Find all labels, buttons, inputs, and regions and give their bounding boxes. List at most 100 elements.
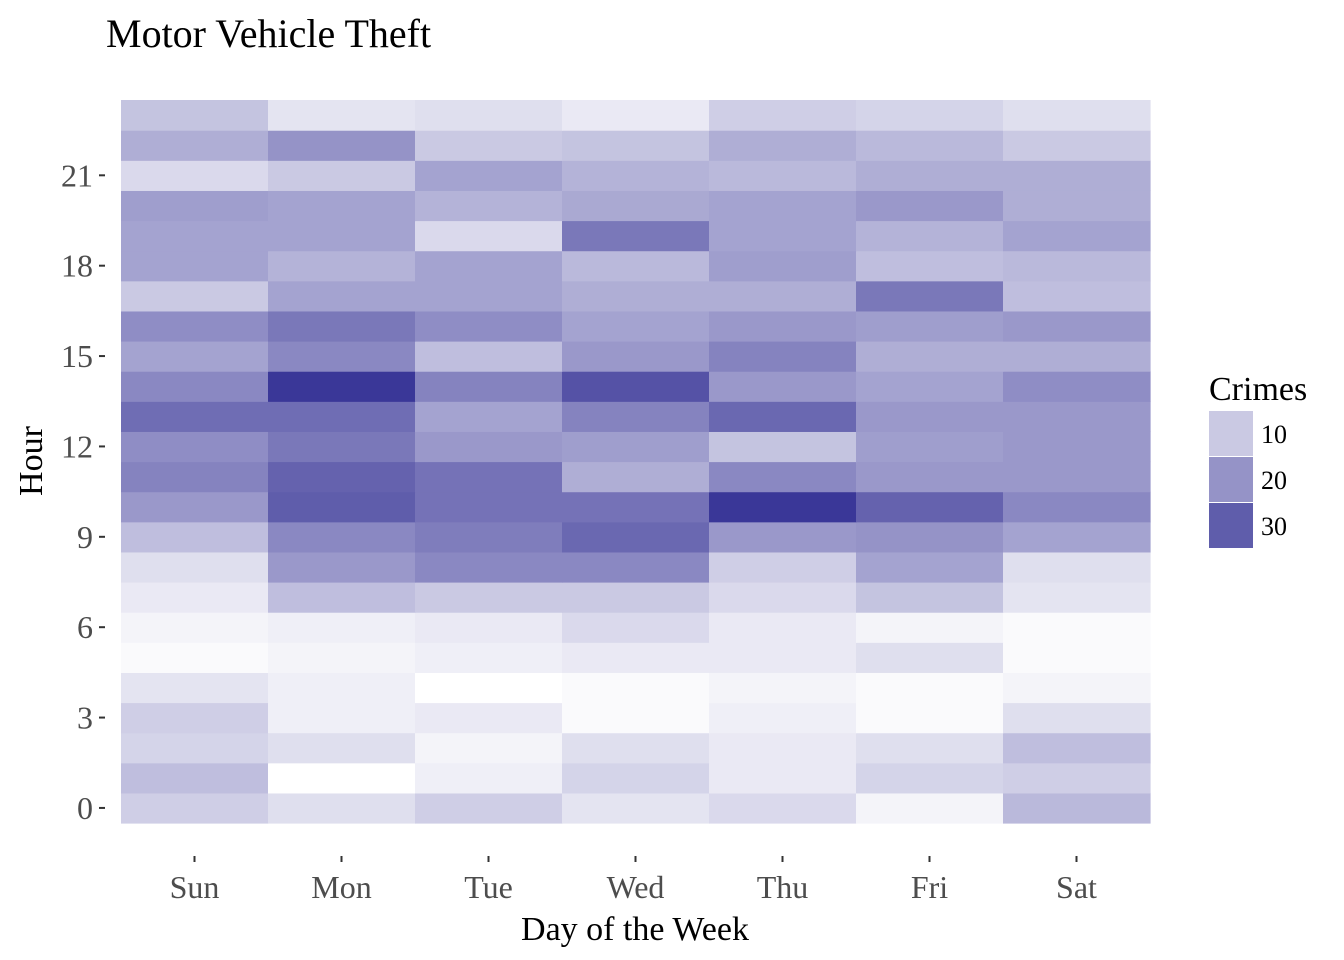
heatmap-cell-tue-2 [415, 732, 563, 764]
heatmap-cell-fri-21 [856, 160, 1004, 191]
heatmap-cell-sun-9 [121, 521, 269, 553]
y-tick-label-21: 21 [61, 157, 93, 193]
heatmap-cell-tue-20 [415, 190, 563, 222]
heatmap-cell-mon-19 [268, 220, 416, 252]
heatmap-cell-thu-23 [709, 100, 857, 131]
y-tick-label-15: 15 [61, 338, 93, 374]
heatmap-cell-sun-11 [121, 461, 269, 493]
legend-key-20 [1209, 457, 1253, 502]
heatmap-cell-sun-19 [121, 220, 269, 252]
heatmap-cell-mon-13 [268, 401, 416, 432]
heatmap-cell-mon-16 [268, 310, 416, 342]
heatmap-cell-fri-11 [856, 461, 1004, 493]
heatmap-cell-sun-20 [121, 190, 269, 222]
heatmap-cell-fri-6 [856, 612, 1004, 643]
heatmap-cell-fri-17 [856, 280, 1004, 312]
heatmap-cell-sat-15 [1003, 341, 1151, 372]
heatmap-cell-wed-3 [562, 702, 710, 734]
heatmap-cell-mon-12 [268, 431, 416, 463]
heatmap-cell-thu-6 [709, 612, 857, 643]
heatmap-cell-thu-16 [709, 310, 857, 342]
heatmap-cell-sat-8 [1003, 551, 1151, 583]
heatmap-cell-wed-2 [562, 732, 710, 764]
heatmap-cell-thu-20 [709, 190, 857, 222]
heatmap-cell-sun-12 [121, 431, 269, 463]
heatmap-cell-mon-21 [268, 160, 416, 191]
heatmap-cell-wed-18 [562, 250, 710, 282]
heatmap-cell-sat-20 [1003, 190, 1151, 222]
heatmap-cell-mon-8 [268, 551, 416, 583]
heatmap-cell-mon-4 [268, 672, 416, 704]
heatmap-cell-fri-7 [856, 582, 1004, 613]
heatmap-cell-mon-20 [268, 190, 416, 222]
heatmap-cell-sat-5 [1003, 642, 1151, 673]
heatmap-cell-thu-17 [709, 280, 857, 312]
legend-key-10 [1209, 411, 1253, 456]
y-tick-label-9: 9 [77, 519, 93, 555]
x-axis: Sun Mon Tue Wed Thu Fri Sat [170, 856, 1097, 905]
heatmap-cell-thu-9 [709, 521, 857, 553]
heatmap-cell-tue-13 [415, 401, 563, 432]
x-tick-label-thu: Thu [757, 869, 809, 905]
heatmap-cell-sat-19 [1003, 220, 1151, 252]
heatmap-cell-wed-4 [562, 672, 710, 704]
heatmap-cell-sun-15 [121, 341, 269, 372]
y-tick-label-0: 0 [77, 790, 93, 826]
heatmap-cell-tue-9 [415, 521, 563, 553]
heatmap-cell-sat-7 [1003, 582, 1151, 613]
heatmap-cell-sat-11 [1003, 461, 1151, 493]
heatmap-cell-fri-5 [856, 642, 1004, 673]
heatmap-cell-wed-20 [562, 190, 710, 222]
heatmap-cell-fri-13 [856, 401, 1004, 432]
heatmap-cell-mon-22 [268, 130, 416, 161]
heatmap-cell-sun-14 [121, 371, 269, 402]
heatmap-cell-sun-17 [121, 280, 269, 312]
heatmap-cell-thu-1 [709, 762, 857, 794]
heatmap-cell-fri-9 [856, 521, 1004, 553]
x-tick-label-sat: Sat [1056, 869, 1097, 905]
heatmap-cell-mon-3 [268, 702, 416, 734]
heatmap-cell-sun-0 [121, 792, 269, 824]
heatmap-cell-tue-5 [415, 642, 563, 673]
heatmap-cell-sun-7 [121, 582, 269, 613]
heatmap-cell-sat-17 [1003, 280, 1151, 312]
heatmap-cell-mon-6 [268, 612, 416, 643]
heatmap-cell-wed-15 [562, 341, 710, 372]
heatmap-cell-wed-10 [562, 491, 710, 523]
heatmap-cell-mon-5 [268, 642, 416, 673]
heatmap-cell-mon-7 [268, 582, 416, 613]
heatmap-cell-fri-23 [856, 100, 1004, 131]
heatmap-cell-sun-13 [121, 401, 269, 432]
heatmap-cell-tue-10 [415, 491, 563, 523]
heatmap-cell-tue-3 [415, 702, 563, 734]
heatmap-cell-tue-21 [415, 160, 563, 191]
heatmap-cell-fri-8 [856, 551, 1004, 583]
heatmap-cell-fri-10 [856, 491, 1004, 523]
heatmap-cell-fri-2 [856, 732, 1004, 764]
heatmap-cell-sun-6 [121, 612, 269, 643]
heatmap-cell-tue-12 [415, 431, 563, 463]
x-tick-label-sun: Sun [170, 869, 220, 905]
heatmap-cell-thu-21 [709, 160, 857, 191]
y-tick-label-12: 12 [61, 428, 93, 464]
heatmap-cell-sun-2 [121, 732, 269, 764]
heatmap-cell-wed-13 [562, 401, 710, 432]
heatmap-cell-wed-6 [562, 612, 710, 643]
x-tick-label-fri: Fri [911, 869, 948, 905]
heatmap-cell-tue-1 [415, 762, 563, 794]
x-axis-title: Day of the Week [521, 911, 749, 948]
heatmap-cell-wed-5 [562, 642, 710, 673]
heatmap-cell-wed-1 [562, 762, 710, 794]
heatmap-cell-fri-3 [856, 702, 1004, 734]
heatmap-cell-thu-7 [709, 582, 857, 613]
heatmap-cell-tue-11 [415, 461, 563, 493]
heatmap-cell-sat-0 [1003, 792, 1151, 824]
heatmap-cell-thu-0 [709, 792, 857, 824]
heatmap-cell-thu-5 [709, 642, 857, 673]
heatmap-cell-thu-8 [709, 551, 857, 583]
heatmap-cell-tue-22 [415, 130, 563, 161]
heatmap-cell-tue-14 [415, 371, 563, 402]
legend-label-20: 20 [1261, 466, 1287, 495]
heatmap-cell-tue-8 [415, 551, 563, 583]
heatmap-cell-tue-23 [415, 100, 563, 131]
